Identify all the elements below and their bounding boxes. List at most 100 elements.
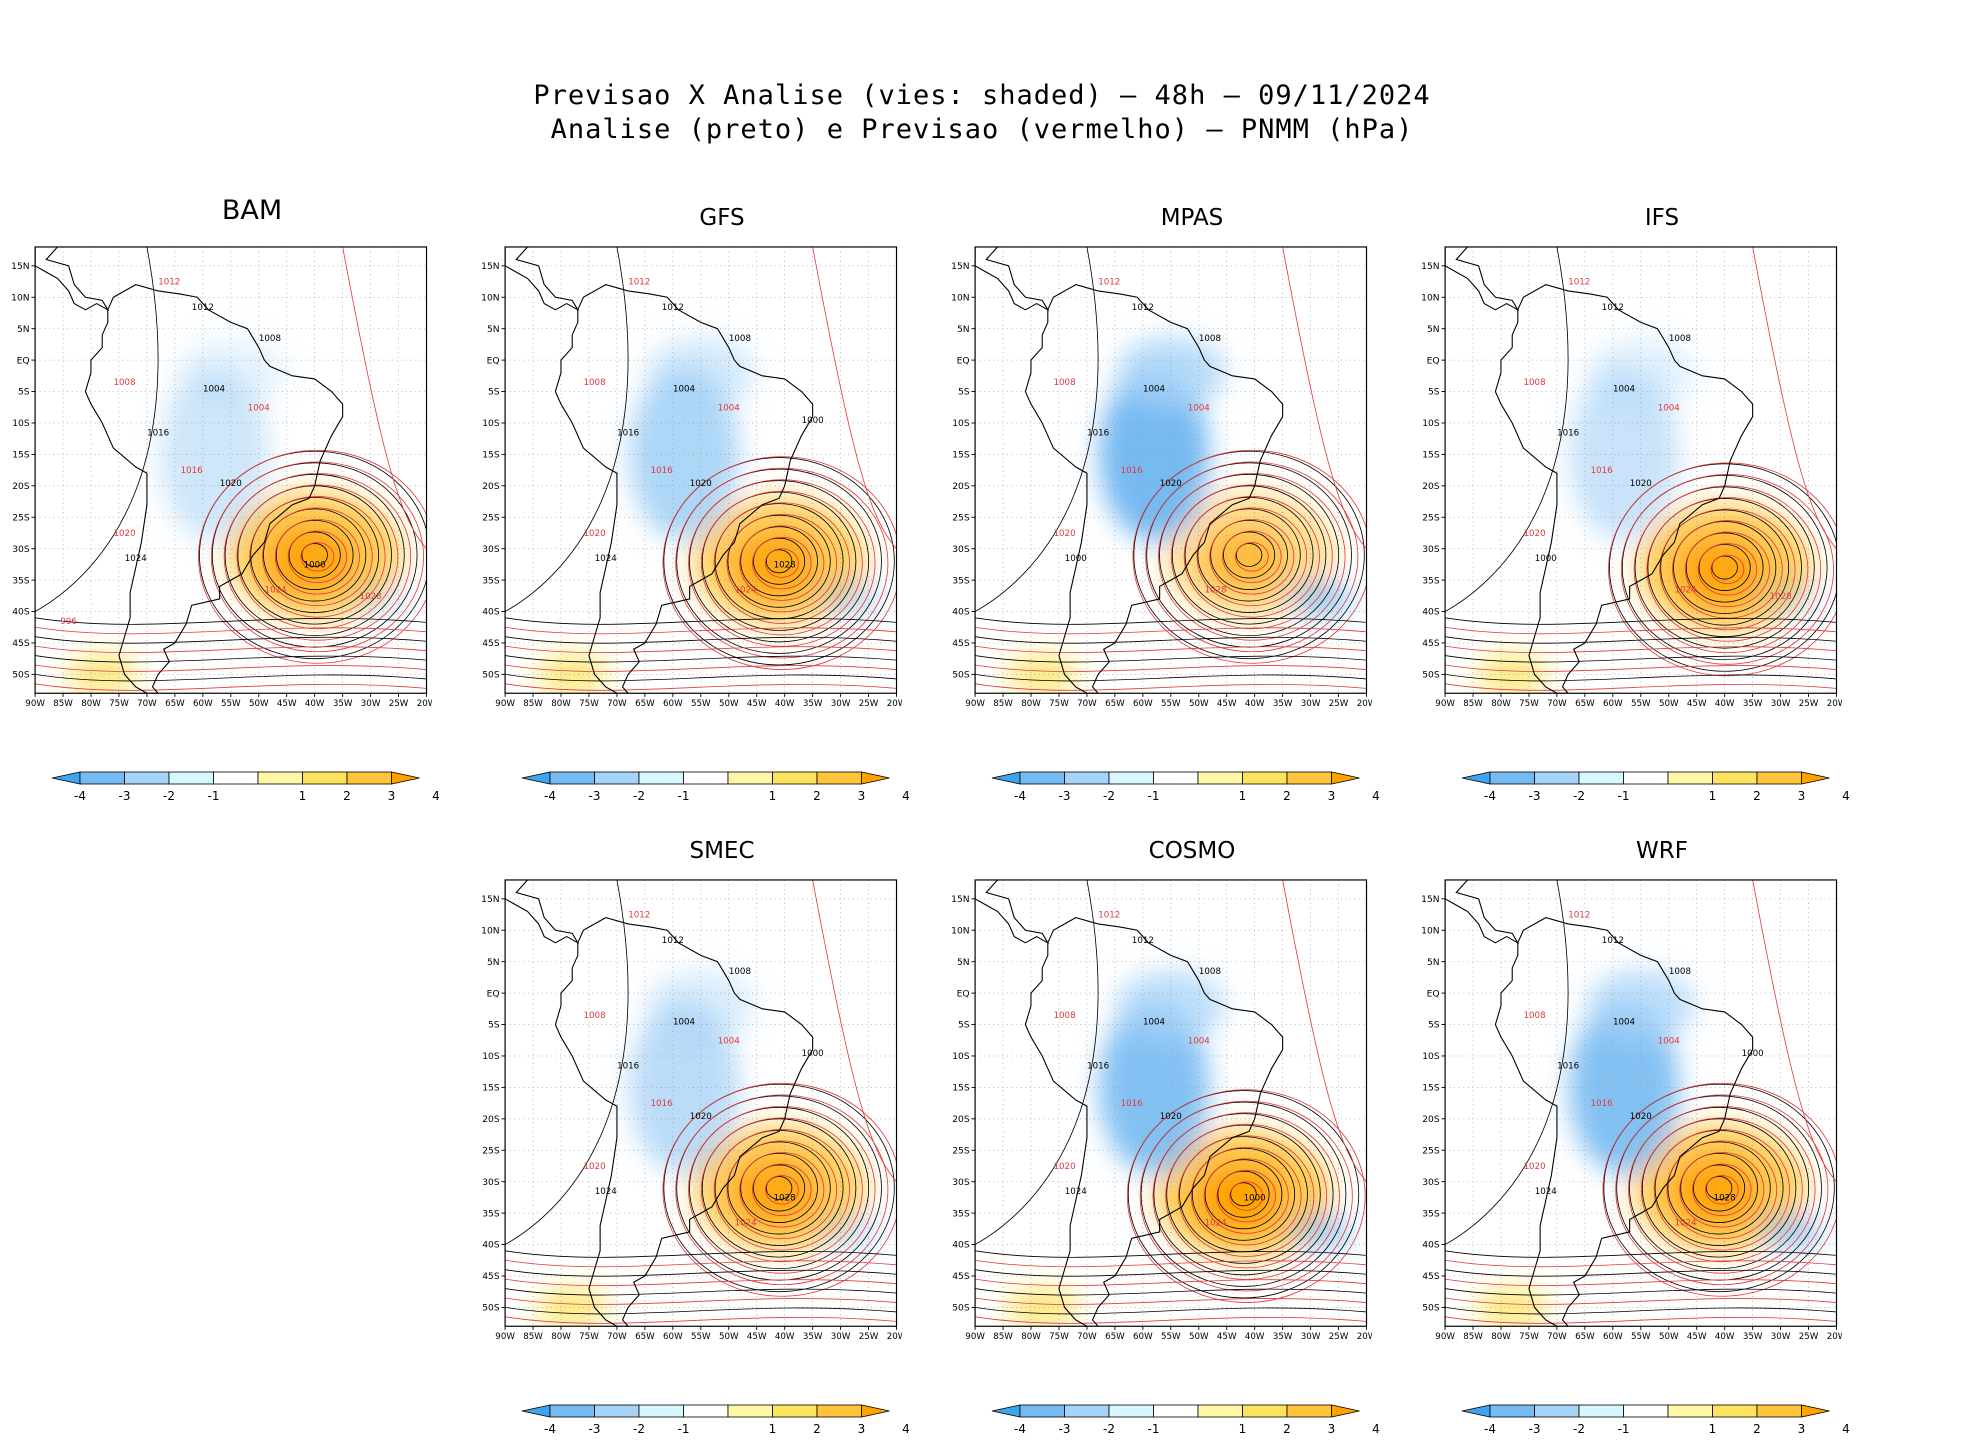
lat-tick-label: 10S (482, 419, 500, 429)
lon-tick-label: 70W (1077, 1332, 1097, 1342)
forecast-contour-label: 1016 (1591, 1099, 1613, 1109)
colorbar-bin (1286, 771, 1332, 785)
lon-tick-label: 80W (81, 699, 101, 709)
forecast-contour (1704, 1175, 1739, 1205)
analysis-contour-label: 1024 (595, 554, 618, 564)
analysis-contour-label: 1000 (1535, 554, 1557, 564)
lon-tick-label: 55W (1161, 699, 1181, 709)
pressure-contours (975, 879, 1367, 1324)
lon-tick-label: 55W (691, 1332, 711, 1342)
analysis-contour-label: 1000 (1244, 1194, 1266, 1204)
analysis-contour-label: 1012 (1132, 303, 1154, 313)
zonal-contour (1445, 1316, 1837, 1324)
colorbar-label: 1 (769, 1422, 777, 1436)
lon-tick-label: 40W (1245, 699, 1265, 709)
forecast-contour-label: 1012 (1098, 911, 1120, 921)
analysis-contour-label: 1000 (802, 1049, 824, 1059)
lat-tick-label: EQ (487, 989, 500, 999)
colorbar-bin (683, 1404, 729, 1418)
colorbar-bin (257, 771, 303, 785)
lat-tick-label: EQ (957, 989, 970, 999)
colorbar-label: 4 (902, 1422, 910, 1436)
lat-tick-label: 5N (1427, 958, 1440, 968)
zonal-contour (505, 1250, 897, 1258)
lat-tick-label: 5N (1427, 325, 1440, 335)
bias-shading (1005, 336, 1354, 694)
colorbar-label: -1 (1618, 1422, 1630, 1436)
lon-tick-label: 45W (747, 1332, 767, 1342)
analysis-contour-label: 1020 (220, 479, 242, 489)
lon-tick-label: 30W (361, 699, 381, 709)
analysis-contour-label: 1024 (125, 554, 148, 564)
lon-tick-label: 20W (887, 1332, 902, 1342)
forecast-contour (1752, 879, 1837, 1182)
lon-tick-label: 35W (333, 699, 353, 709)
lon-tick-label: 20W (1827, 699, 1842, 709)
lat-tick-label: 15N (951, 262, 969, 272)
colorbar-bin (1153, 771, 1199, 785)
lat-tick-label: 10S (952, 419, 970, 429)
lat-tick-label: 25S (12, 513, 30, 523)
forecast-contour (1145, 461, 1359, 653)
forecast-contour (739, 1152, 825, 1228)
zonal-contour (1445, 1259, 1837, 1268)
lat-tick-label: 15S (482, 1084, 500, 1094)
forecast-contour (1126, 1089, 1366, 1303)
colorbar-label: 2 (813, 789, 821, 803)
lon-tick-label: 70W (1547, 1332, 1567, 1342)
forecast-contour (274, 519, 360, 595)
lon-tick-label: 75W (1049, 1332, 1069, 1342)
warm-bias-core (1668, 1155, 1761, 1230)
lat-tick-label: 20S (482, 1115, 500, 1125)
colorbar-label: -3 (1059, 1422, 1071, 1436)
warm-bias-south (1005, 654, 1079, 694)
colorbar-extend-high (1331, 771, 1360, 785)
zonal-contour (505, 1297, 897, 1305)
zonal-contour (1445, 683, 1837, 691)
forecast-contour (812, 246, 897, 549)
lat-tick-label: 15S (482, 451, 500, 461)
lon-tick-label: 75W (579, 1332, 599, 1342)
colorbar-label: 3 (388, 789, 396, 803)
forecast-contour (739, 525, 825, 601)
forecast-contour (1282, 246, 1367, 549)
analysis-contour-label: 1024 (1535, 1187, 1558, 1197)
lon-tick-label: 30W (1771, 1332, 1791, 1342)
forecast-contour (1222, 530, 1282, 583)
south-america-coast (1494, 917, 1754, 1327)
forecast-contour (1152, 1112, 1340, 1280)
lat-tick-label: 20S (12, 482, 30, 492)
analysis-contour-label: 1016 (617, 429, 639, 439)
analysis-contour-label: 1004 (1143, 385, 1166, 395)
colorbar-bin (1578, 1404, 1624, 1418)
lat-tick-label: 10N (481, 293, 499, 303)
colorbar-bin (213, 771, 259, 785)
central-america-coast (505, 246, 580, 312)
lon-tick-label: 25W (1799, 699, 1819, 709)
bias-shading (1005, 969, 1354, 1327)
zonal-contour (1445, 673, 1837, 682)
forecast-contour-label: 1008 (1524, 1011, 1546, 1021)
lon-tick-label: 35W (1743, 699, 1763, 709)
colorbar-label: 1 (1239, 789, 1247, 803)
forecast-contour (1633, 485, 1822, 654)
lon-tick-label: 35W (803, 699, 823, 709)
lon-tick-label: 50W (249, 699, 269, 709)
lon-tick-label: 45W (277, 699, 297, 709)
forecast-contour (1183, 496, 1320, 618)
lon-tick-label: 30W (831, 699, 851, 709)
analysis-contour (1159, 473, 1340, 637)
analysis-contour-label: 1016 (1557, 429, 1579, 439)
lat-tick-label: 30S (1422, 1178, 1440, 1188)
lat-tick-label: EQ (957, 356, 970, 366)
colorbar-cosmo: -4 -3 -2 -1 1 2 3 4 (991, 1404, 1380, 1436)
analysis-contour (1609, 463, 1837, 672)
cold-bias-north (645, 969, 756, 1043)
pressure-contours (1445, 879, 1837, 1324)
analysis-contour (1171, 485, 1327, 625)
forecast-contour-label: 1008 (584, 378, 606, 388)
zonal-contour (35, 617, 427, 625)
lon-tick-label: 70W (607, 1332, 627, 1342)
colorbar-smec: -4 -3 -2 -1 1 2 3 4 (521, 1404, 910, 1436)
colorbar-label: 2 (1753, 1422, 1761, 1436)
